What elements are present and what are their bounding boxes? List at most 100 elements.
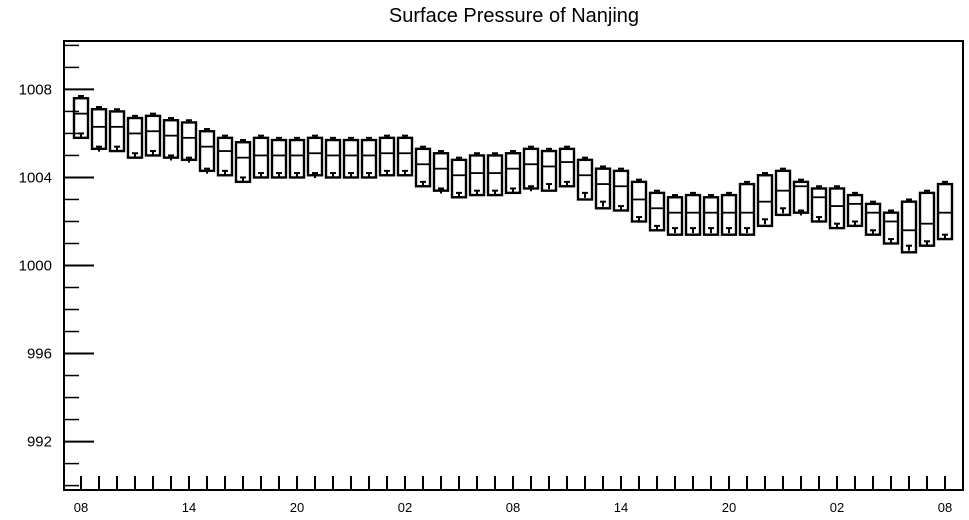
box-item	[288, 136, 306, 179]
box-iqr	[630, 180, 648, 223]
box-item	[306, 134, 324, 179]
box-item	[756, 172, 774, 228]
box-item	[720, 191, 738, 236]
box-iqr	[648, 191, 666, 232]
box-item	[630, 178, 648, 223]
box-iqr	[342, 138, 360, 179]
box-item	[846, 191, 864, 228]
box-item	[414, 145, 432, 188]
box-item	[144, 112, 162, 157]
box-item	[918, 189, 936, 247]
box-item	[882, 209, 900, 245]
box-item	[360, 136, 378, 179]
box-item	[738, 180, 756, 236]
x-tick-label: 08	[938, 500, 952, 515]
box-item	[90, 106, 108, 152]
box-item	[774, 167, 792, 217]
x-tick-label: 02	[398, 500, 412, 515]
box-item	[162, 117, 180, 161]
x-tick-label: 08	[506, 500, 520, 515]
box-item	[792, 178, 810, 216]
box-iqr	[306, 136, 324, 177]
box-item	[126, 114, 144, 159]
box-item	[378, 134, 396, 177]
box-iqr	[180, 121, 198, 162]
box-item	[270, 136, 288, 179]
plot-frame	[63, 40, 964, 491]
box-iqr	[432, 152, 450, 192]
box-iqr	[468, 154, 486, 197]
box-iqr	[378, 136, 396, 177]
chart-title: Surface Pressure of Nanjing	[389, 5, 639, 27]
box-item	[936, 180, 954, 241]
box-item	[684, 191, 702, 236]
box-iqr	[126, 116, 144, 159]
box-iqr	[828, 187, 846, 230]
box-item	[108, 108, 126, 153]
y-tick-label: 1004	[19, 169, 52, 186]
box-iqr	[252, 136, 270, 179]
x-tick-label: 14	[614, 500, 628, 515]
box-iqr	[360, 138, 378, 179]
box-series	[72, 95, 954, 254]
box-iqr	[936, 182, 954, 241]
box-iqr	[504, 152, 522, 195]
x-tick-label: 02	[830, 500, 844, 515]
box-iqr	[162, 119, 180, 159]
box-iqr	[414, 147, 432, 188]
box-item	[486, 152, 504, 197]
y-tick-label: 1008	[19, 81, 52, 98]
box-item	[864, 200, 882, 236]
box-iqr	[450, 158, 468, 199]
box-item	[342, 136, 360, 179]
box-item	[828, 185, 846, 230]
box-item	[504, 150, 522, 195]
box-item	[810, 185, 828, 223]
box-item	[234, 139, 252, 184]
box-item	[594, 165, 612, 210]
box-item	[198, 128, 216, 174]
box-item	[432, 150, 450, 194]
x-tick-label: 14	[182, 500, 196, 515]
box-iqr	[612, 169, 630, 212]
box-item	[648, 189, 666, 232]
box-item	[522, 145, 540, 192]
box-item	[666, 194, 684, 236]
box-iqr	[270, 138, 288, 179]
box-iqr	[90, 108, 108, 151]
box-item	[468, 152, 486, 197]
box-iqr	[234, 141, 252, 184]
x-tick-label: 20	[290, 500, 304, 515]
box-item	[900, 198, 918, 254]
box-item	[612, 167, 630, 212]
y-tick-label: 992	[27, 434, 52, 451]
box-item	[396, 134, 414, 177]
box-iqr	[198, 130, 216, 173]
box-iqr	[522, 147, 540, 190]
box-item	[180, 119, 198, 163]
x-tick-label: 08	[74, 500, 88, 515]
box-item	[702, 194, 720, 236]
y-tick-label: 1000	[19, 258, 52, 275]
box-item	[558, 145, 576, 188]
box-iqr	[144, 114, 162, 157]
box-item	[72, 95, 90, 140]
box-iqr	[324, 138, 342, 179]
box-item	[540, 147, 558, 192]
box-iqr	[396, 136, 414, 177]
y-tick-label: 996	[27, 346, 52, 363]
box-iqr	[558, 147, 576, 188]
box-iqr	[108, 110, 126, 153]
box-iqr	[288, 138, 306, 179]
box-iqr	[216, 136, 234, 177]
box-iqr	[72, 97, 90, 140]
box-item	[450, 156, 468, 199]
box-item	[324, 136, 342, 179]
box-item	[576, 156, 594, 201]
box-item	[216, 134, 234, 177]
box-item	[252, 134, 270, 179]
box-iqr	[486, 154, 504, 197]
x-tick-label: 20	[722, 500, 736, 515]
box-iqr	[918, 191, 936, 247]
